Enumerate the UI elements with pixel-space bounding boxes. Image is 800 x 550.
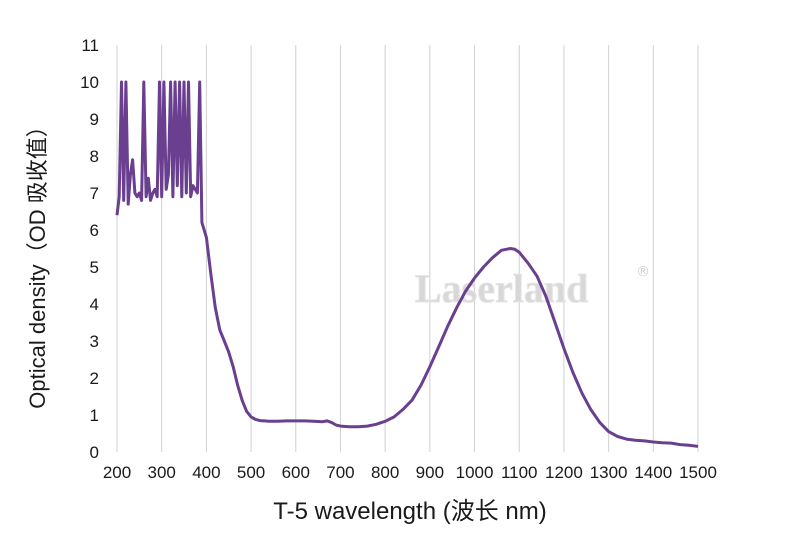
y-tick-label: 1 xyxy=(90,406,99,425)
x-tick-label: 1100 xyxy=(501,463,538,482)
x-tick-label: 800 xyxy=(371,463,399,482)
y-tick-label: 2 xyxy=(90,369,99,388)
y-tick-label: 8 xyxy=(90,147,99,166)
x-tick-label: 900 xyxy=(416,463,444,482)
x-tick-labels: 200 300 400 500 600 700 800 900 1000 1100 1200 1300… xyxy=(103,463,717,482)
x-tick-label: 1000 xyxy=(456,463,494,482)
x-tick-label: 300 xyxy=(148,463,176,482)
y-tick-label: 10 xyxy=(80,73,99,92)
x-tick-label: 600 xyxy=(282,463,310,482)
y-tick-label: 0 xyxy=(90,443,99,462)
y-axis-label: Optical density（OD 吸收值） xyxy=(25,115,50,408)
grid-lines xyxy=(116,45,699,452)
y-tick-label: 11 xyxy=(81,36,99,55)
watermark-registered-mark: ® xyxy=(636,264,650,280)
watermark: Laserland ® xyxy=(415,264,651,312)
y-tick-labels: 0 1 2 3 4 5 6 7 8 9 10 11 xyxy=(80,36,99,462)
x-tick-label: 1500 xyxy=(679,463,717,482)
y-tick-label: 5 xyxy=(90,258,99,277)
watermark-text: Laserland xyxy=(415,266,588,311)
x-tick-label: 700 xyxy=(326,463,354,482)
y-tick-label: 4 xyxy=(90,295,99,314)
x-axis-label: T-5 wavelength (波长 nm) xyxy=(273,498,546,525)
x-tick-label: 1400 xyxy=(634,463,672,482)
y-tick-label: 7 xyxy=(90,184,99,203)
y-tick-label: 6 xyxy=(90,221,99,240)
x-tick-label: 1200 xyxy=(545,463,583,482)
x-tick-label: 1300 xyxy=(590,463,628,482)
x-tick-label: 500 xyxy=(237,463,265,482)
y-tick-label: 9 xyxy=(90,110,99,129)
y-tick-label: 3 xyxy=(90,332,99,351)
series-line-0 xyxy=(115,80,699,448)
series-layer xyxy=(115,80,699,448)
x-tick-label: 200 xyxy=(103,463,131,482)
x-tick-label: 400 xyxy=(192,463,220,482)
